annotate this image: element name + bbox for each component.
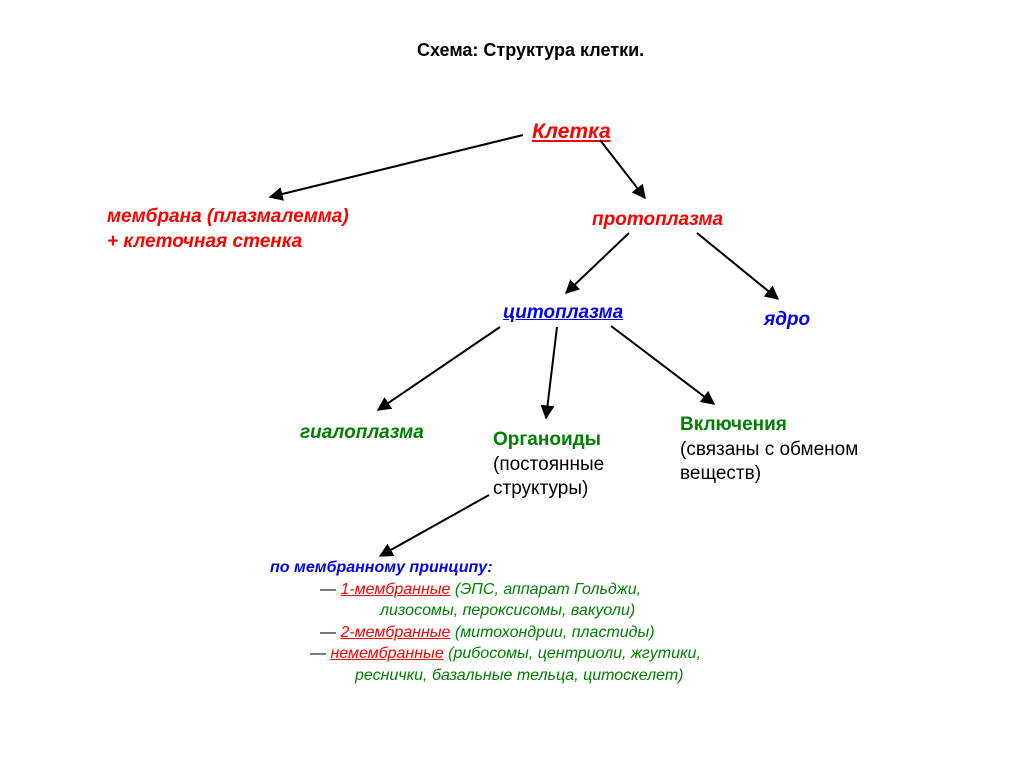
node-inclusions: Включения (связаны с обменом веществ) (680, 413, 900, 487)
arrow (546, 327, 557, 418)
node-hyaloplasm-label: гиалоплазма (300, 422, 424, 443)
membrane-type-examples: (ЭПС, аппарат Гольджи, (450, 581, 641, 598)
membrane-type-examples: (рибосомы, центриоли, жгутики, (444, 645, 701, 662)
node-organoids-sub2: структуры) (493, 478, 588, 499)
node-organoids-sub1: (постоянные (493, 454, 604, 475)
membrane-principle-heading: по мембранному принципу: (270, 559, 493, 576)
membrane-principle-item: — 1-мембранные (ЭПС, аппарат Гольджи, (270, 579, 701, 601)
membrane-type-examples-cont: лизосомы, пероксисомы, вакуоли) (270, 600, 701, 622)
arrow (270, 135, 523, 197)
arrow (378, 327, 500, 410)
diagram-title: Схема: Структура клетки. (417, 40, 644, 61)
node-cytoplasm: цитоплазма (503, 301, 623, 326)
arrow (566, 233, 629, 293)
node-root-label: Клетка (532, 120, 611, 143)
arrow (380, 495, 489, 556)
node-organoids-label: Органоиды (493, 429, 601, 450)
node-nucleus-label: ядро (764, 309, 810, 330)
node-membrane-line2: + клеточная стенка (107, 231, 302, 252)
node-inclusions-sub2: веществ) (680, 463, 761, 484)
node-membrane: мембрана (плазмалемма) + клеточная стенк… (107, 205, 349, 254)
node-protoplasm-label: протоплазма (592, 209, 723, 230)
membrane-principle-block: по мембранному принципу: — 1-мембранные … (270, 557, 701, 687)
arrow (697, 233, 778, 299)
node-protoplasm: протоплазма (592, 208, 723, 233)
node-membrane-line1: мембрана (плазмалемма) (107, 206, 349, 227)
node-hyaloplasm: гиалоплазма (300, 421, 424, 446)
node-cytoplasm-label: цитоплазма (503, 302, 623, 323)
membrane-type-key: 1-мембранные (340, 581, 450, 598)
arrow (611, 326, 714, 404)
membrane-principle-items: — 1-мембранные (ЭПС, аппарат Гольджи,лиз… (270, 579, 701, 687)
node-organoids: Органоиды (постоянные структуры) (493, 428, 663, 502)
membrane-principle-item: — немембранные (рибосомы, центриоли, жгу… (270, 643, 701, 665)
node-inclusions-sub1: (связаны с обменом (680, 439, 858, 460)
node-inclusions-label: Включения (680, 414, 787, 435)
arrow (600, 140, 645, 198)
diagram-canvas: Схема: Структура клетки. Клетка мембрана… (0, 0, 1024, 767)
membrane-type-examples: (митохондрии, пластиды) (450, 624, 654, 641)
membrane-principle-item: — 2-мембранные (митохондрии, пластиды) (270, 622, 701, 644)
membrane-type-examples-cont: реснички, базальные тельца, цитоскелет) (270, 665, 701, 687)
membrane-type-key: 2-мембранные (340, 624, 450, 641)
node-root: Клетка (532, 118, 611, 145)
membrane-type-key: немембранные (330, 645, 443, 662)
node-nucleus: ядро (764, 308, 810, 333)
